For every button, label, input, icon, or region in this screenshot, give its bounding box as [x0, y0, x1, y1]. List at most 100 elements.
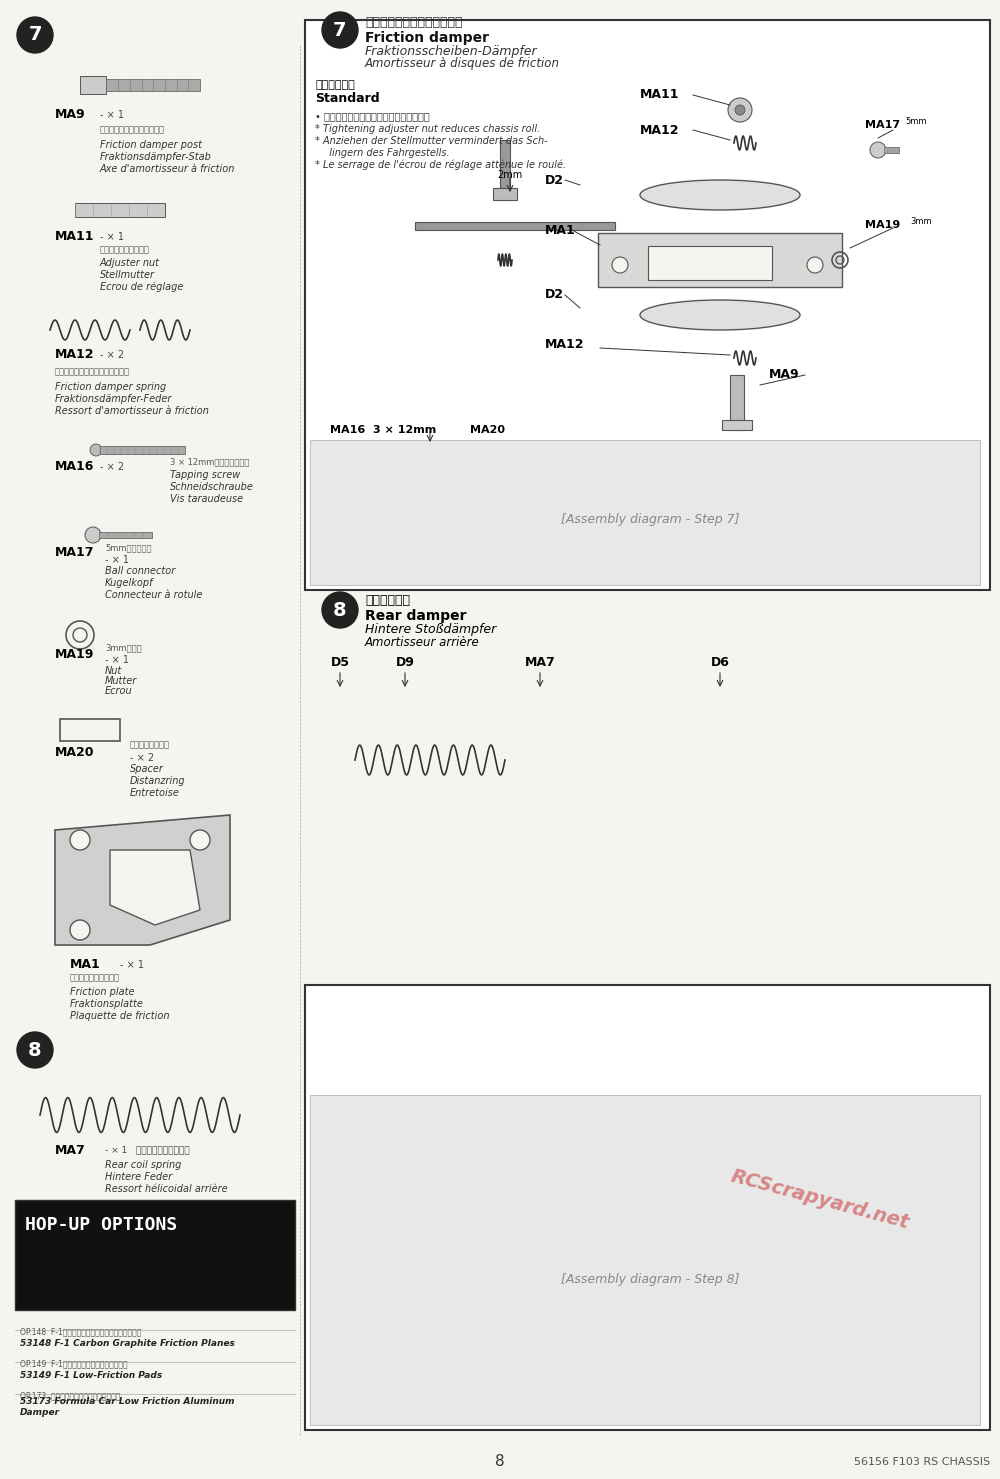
Text: 3mmナット: 3mmナット	[105, 643, 142, 652]
Text: 8: 8	[495, 1454, 505, 1470]
Bar	[884, 146, 899, 152]
FancyBboxPatch shape	[305, 985, 990, 1430]
Text: Ressort hélicoidal arrière: Ressort hélicoidal arrière	[105, 1185, 228, 1194]
Text: 7: 7	[28, 25, 42, 44]
Text: ダンバーポストナット: ダンバーポストナット	[100, 246, 150, 254]
Text: Tapping screw: Tapping screw	[170, 470, 240, 481]
Text: Vis taraudeuse: Vis taraudeuse	[170, 494, 243, 504]
Circle shape	[190, 830, 210, 850]
Text: 53148 F-1 Carbon Graphite Friction Planes: 53148 F-1 Carbon Graphite Friction Plane…	[20, 1338, 235, 1347]
Text: MA11: MA11	[55, 231, 94, 244]
Circle shape	[735, 105, 745, 115]
Text: Friction damper spring: Friction damper spring	[55, 382, 166, 392]
Bar	[730, 376, 744, 430]
Text: MA16: MA16	[55, 460, 94, 473]
Text: MA7: MA7	[55, 1143, 86, 1157]
Text: - × 1: - × 1	[100, 232, 124, 243]
Text: Axe d'amortisseur à friction: Axe d'amortisseur à friction	[100, 164, 235, 175]
FancyBboxPatch shape	[15, 1199, 295, 1310]
Polygon shape	[110, 850, 200, 924]
Circle shape	[70, 920, 90, 941]
Text: - × 2: - × 2	[130, 753, 154, 763]
Text: 3 × 12mmタッピングビス: 3 × 12mmタッピングビス	[170, 457, 249, 466]
Bar	[100, 447, 185, 454]
Text: Fraktionsscheiben-Dämpfer: Fraktionsscheiben-Dämpfer	[365, 46, 538, 59]
Text: Amortisseur à disques de friction: Amortisseur à disques de friction	[365, 58, 560, 71]
Ellipse shape	[640, 180, 800, 210]
Text: [Assembly diagram - Step 7]: [Assembly diagram - Step 7]	[561, 513, 739, 527]
Text: Ressort d'amortisseur à friction: Ressort d'amortisseur à friction	[55, 407, 209, 416]
Text: MA19: MA19	[865, 220, 900, 231]
Text: フリクションプレート: フリクションプレート	[70, 973, 120, 982]
Text: MA12: MA12	[640, 124, 680, 136]
FancyBboxPatch shape	[305, 21, 990, 590]
Text: 8: 8	[333, 600, 347, 620]
Text: MA7: MA7	[525, 655, 555, 669]
Bar	[722, 420, 752, 430]
Circle shape	[90, 444, 102, 456]
Text: D6: D6	[711, 655, 729, 669]
Circle shape	[612, 257, 628, 274]
Text: 3mm: 3mm	[910, 217, 932, 226]
Text: 53173 Formula Car Low Friction Aluminum
Damper: 53173 Formula Car Low Friction Aluminum …	[20, 1398, 234, 1417]
Text: - × 1: - × 1	[120, 960, 144, 970]
Text: Stellmutter: Stellmutter	[100, 271, 155, 280]
Text: * Tightening adjuster nut reduces chassis roll.: * Tightening adjuster nut reduces chassi…	[315, 124, 540, 135]
Text: Plaquette de friction: Plaquette de friction	[70, 1012, 170, 1021]
Text: （基準位置）: （基準位置）	[315, 80, 355, 90]
Circle shape	[807, 257, 823, 274]
Text: Hintere Feder: Hintere Feder	[105, 1171, 172, 1182]
Text: HOP-UP OPTIONS: HOP-UP OPTIONS	[25, 1216, 177, 1233]
Text: * Le serrage de l'écrou de réglage atténue le roulé.: * Le serrage de l'écrou de réglage attén…	[315, 160, 566, 170]
Text: Friction plate: Friction plate	[70, 986, 134, 997]
Text: MA12: MA12	[55, 349, 94, 361]
Text: Ecrou: Ecrou	[105, 686, 133, 697]
Text: MA1: MA1	[70, 958, 101, 972]
Text: Rear damper: Rear damper	[365, 609, 466, 623]
Text: Rear coil spring: Rear coil spring	[105, 1160, 181, 1170]
Text: [Assembly diagram - Step 8]: [Assembly diagram - Step 8]	[561, 1273, 739, 1287]
Text: Mutter: Mutter	[105, 676, 137, 686]
Text: - × 1   リヤコイルスプリング: - × 1 リヤコイルスプリング	[105, 1146, 190, 1155]
Text: フリクションダンバーポスト: フリクションダンバーポスト	[100, 126, 165, 135]
Ellipse shape	[640, 300, 800, 330]
Text: アルミスペーサー: アルミスペーサー	[130, 741, 170, 750]
Text: D2: D2	[545, 288, 564, 302]
Text: - × 1: - × 1	[105, 655, 129, 666]
Text: Schneidschraube: Schneidschraube	[170, 482, 254, 493]
Text: MA20: MA20	[470, 424, 505, 435]
Bar	[99, 532, 152, 538]
Bar	[60, 719, 120, 741]
Bar	[75, 203, 165, 217]
Text: D2: D2	[545, 173, 564, 186]
Text: 2mm: 2mm	[497, 170, 523, 180]
Bar	[493, 188, 517, 200]
Text: Ecrou de réglage: Ecrou de réglage	[100, 282, 183, 293]
Text: Hintere Stoßdämpfer: Hintere Stoßdämpfer	[365, 624, 496, 636]
Text: MA12: MA12	[545, 339, 584, 352]
Text: D9: D9	[396, 655, 414, 669]
Text: Entretoise: Entretoise	[130, 788, 180, 799]
Circle shape	[17, 1032, 53, 1068]
Text: MA9: MA9	[769, 368, 800, 382]
Text: フリクションダンバースプリング: フリクションダンバースプリング	[55, 367, 130, 377]
Text: MA19: MA19	[55, 648, 94, 661]
Text: 7: 7	[333, 21, 347, 40]
FancyBboxPatch shape	[648, 246, 772, 280]
Text: Spacer: Spacer	[130, 765, 164, 774]
Text: 5mm: 5mm	[905, 117, 926, 127]
Text: MA17: MA17	[55, 547, 94, 559]
Text: （ダンパー）: （ダンパー）	[365, 593, 410, 606]
Circle shape	[70, 830, 90, 850]
Text: lingern des Fahrgestells.: lingern des Fahrgestells.	[323, 148, 450, 158]
Text: MA11: MA11	[640, 89, 680, 102]
Text: RCScrapyard.net: RCScrapyard.net	[729, 1167, 911, 1233]
Text: D5: D5	[330, 655, 350, 669]
Text: MA20: MA20	[55, 745, 94, 759]
Text: Friction damper post: Friction damper post	[100, 141, 202, 149]
Text: MA1: MA1	[545, 223, 576, 237]
Circle shape	[17, 16, 53, 53]
Text: Connecteur à rotule: Connecteur à rotule	[105, 590, 202, 600]
Text: Fraktionsdämpfer-Feder: Fraktionsdämpfer-Feder	[55, 393, 172, 404]
Text: OP.173  ローフリクションアルミダンパー: OP.173 ローフリクションアルミダンパー	[20, 1392, 120, 1401]
